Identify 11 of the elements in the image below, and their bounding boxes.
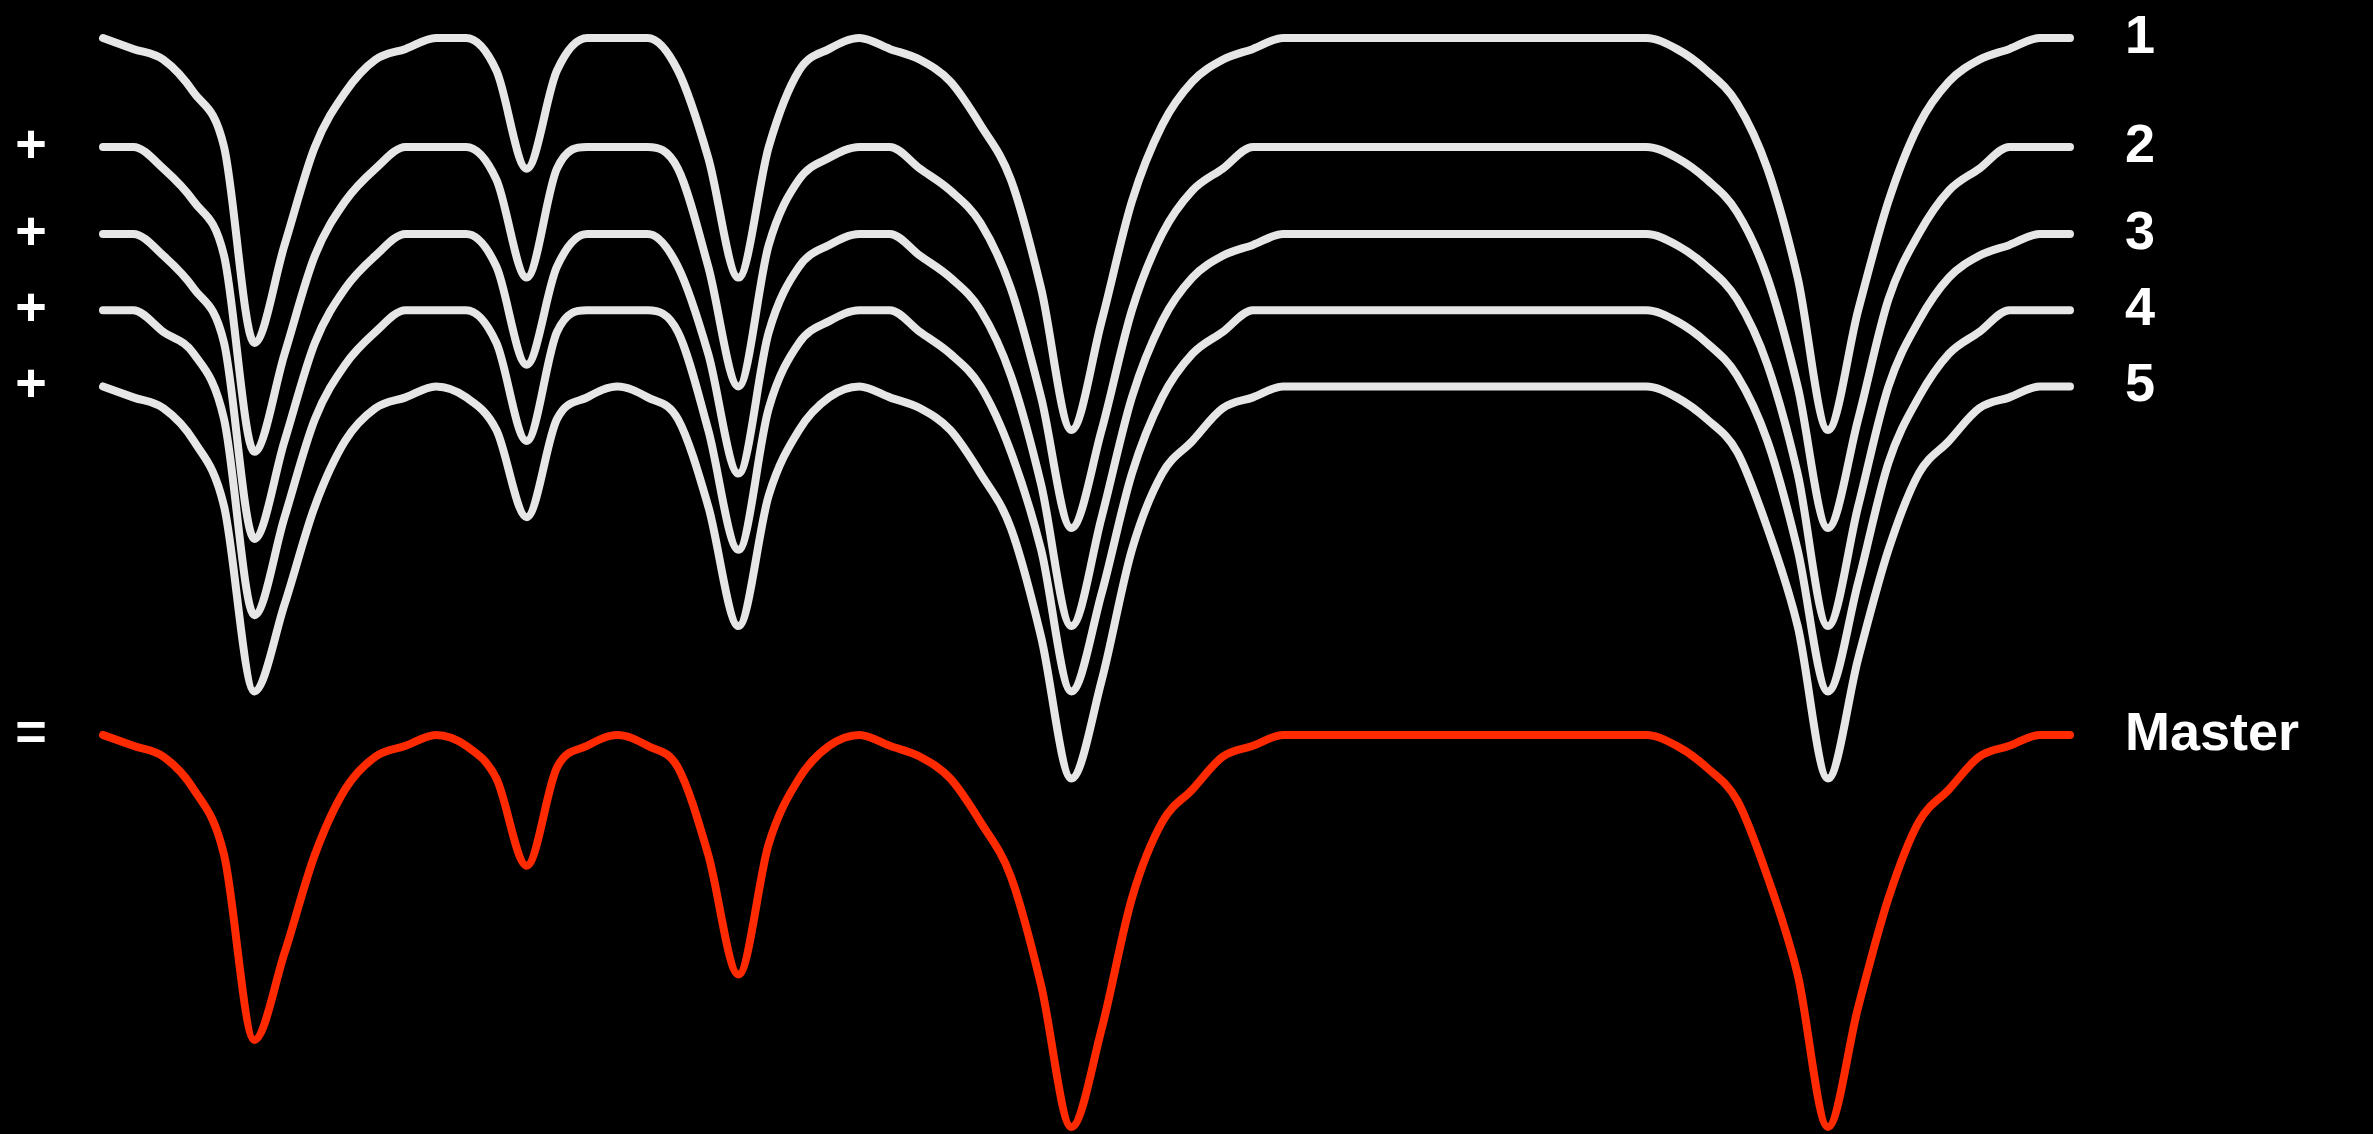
text: + (15, 352, 47, 413)
series-label: 4 (2125, 276, 2156, 337)
series-label: 1 (2125, 3, 2156, 64)
text: + (15, 112, 47, 173)
series-label: 3 (2125, 199, 2156, 260)
series-label: 5 (2125, 352, 2156, 413)
text: = (15, 700, 47, 761)
series-label: Master (2125, 700, 2300, 761)
series-label: 2 (2125, 112, 2156, 173)
text: + (15, 199, 47, 260)
text: + (15, 276, 47, 337)
